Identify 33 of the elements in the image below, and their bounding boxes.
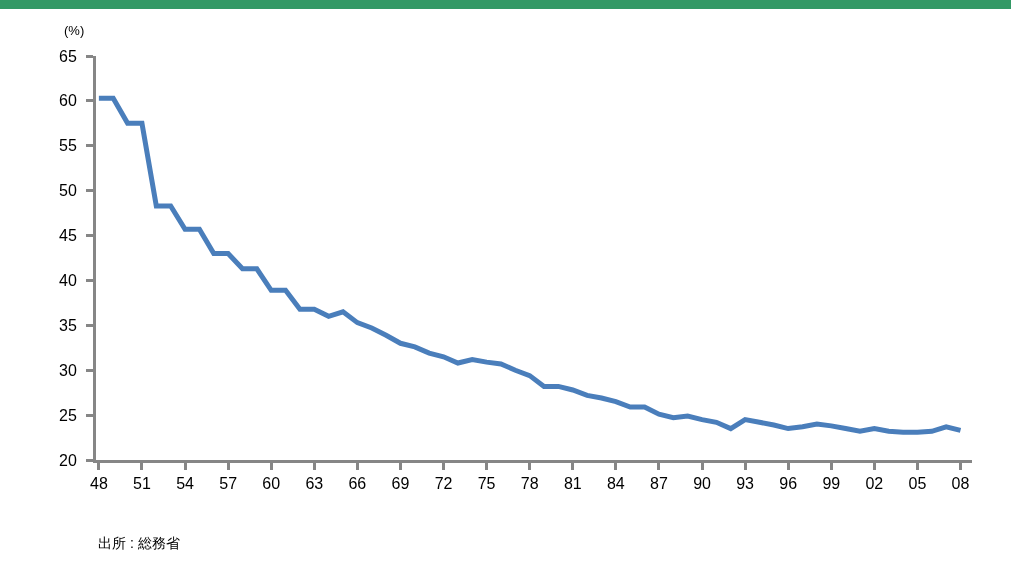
- y-axis-title: (%): [64, 23, 85, 38]
- y-tick-label: 40: [59, 272, 77, 290]
- x-tick-label: 63: [305, 475, 324, 493]
- y-tick-label: 60: [59, 92, 77, 110]
- y-tick-label: 20: [59, 451, 77, 469]
- x-tick-label: 87: [650, 475, 668, 493]
- x-tick-label: 81: [563, 475, 582, 493]
- x-tick-label: 54: [176, 475, 195, 493]
- x-tick-label: 99: [822, 475, 841, 493]
- y-tick-label: 65: [59, 47, 77, 65]
- x-tick-label: 93: [736, 475, 755, 493]
- x-tick-label: 57: [219, 475, 238, 493]
- y-tick-label: 30: [59, 361, 77, 379]
- y-tick-label: 25: [59, 406, 77, 424]
- x-tick-label: 90: [693, 475, 712, 493]
- x-tick-label: 84: [606, 475, 625, 493]
- x-tick-label: 05: [908, 475, 927, 493]
- text: 出所 : 総務省: [98, 535, 180, 551]
- x-tick-label: 66: [348, 475, 367, 493]
- y-tick-label: 35: [59, 316, 77, 334]
- x-tick-label: 51: [133, 475, 151, 493]
- x-tick-label: 60: [262, 475, 281, 493]
- x-tick-label: 75: [477, 475, 496, 493]
- x-tick-label: 78: [520, 475, 539, 493]
- x-tick-label: 48: [89, 475, 108, 493]
- x-tick-label: 08: [951, 475, 970, 493]
- y-tick-label: 55: [59, 137, 77, 155]
- x-tick-label: 69: [391, 475, 410, 493]
- x-tick-label: 96: [779, 475, 798, 493]
- y-tick-label: 50: [59, 182, 77, 200]
- x-tick-label: 72: [434, 475, 453, 493]
- x-tick-label: 02: [865, 475, 884, 493]
- y-tick-label: 45: [59, 227, 77, 245]
